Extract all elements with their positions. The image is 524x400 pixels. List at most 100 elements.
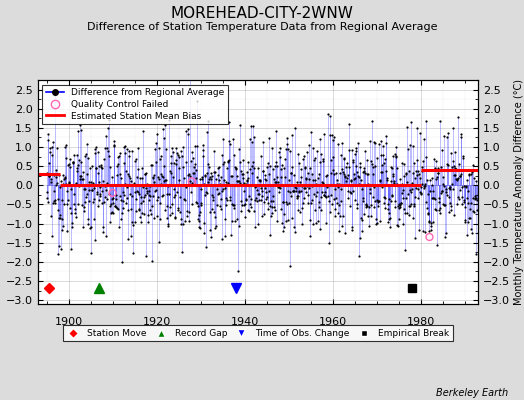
Point: [113, 163, 121, 169]
Point: [403, 179, 411, 186]
Point: [331, 213, 340, 219]
Point: [264, 160, 272, 167]
Point: [453, 193, 462, 200]
Point: [310, 207, 319, 214]
Point: [405, 203, 413, 210]
Point: [150, 171, 158, 178]
Point: [122, 199, 130, 206]
Point: [219, 161, 227, 167]
Point: [233, 178, 241, 184]
Point: [271, 207, 279, 214]
Point: [179, 164, 188, 170]
Point: [164, 220, 172, 227]
Point: [260, 210, 268, 217]
Point: [343, 195, 352, 201]
Point: [45, 173, 53, 179]
Point: [200, 230, 208, 236]
Point: [119, 205, 127, 212]
Point: [463, 232, 472, 238]
Point: [58, 215, 67, 222]
Point: [315, 171, 323, 177]
Point: [335, 228, 343, 234]
Point: [453, 177, 461, 183]
Point: [84, 216, 93, 222]
Point: [56, 215, 64, 222]
Point: [464, 215, 473, 221]
Point: [434, 165, 442, 172]
Point: [58, 226, 66, 233]
Point: [280, 165, 288, 171]
Point: [294, 150, 302, 157]
Point: [405, 212, 413, 218]
Point: [301, 164, 309, 170]
Point: [250, 183, 259, 190]
Point: [196, 200, 205, 206]
Point: [441, 202, 450, 208]
Point: [406, 203, 414, 210]
Point: [327, 170, 335, 176]
Point: [359, 198, 367, 204]
Point: [231, 164, 239, 170]
Point: [311, 176, 320, 183]
Point: [149, 193, 157, 199]
Point: [137, 175, 146, 181]
Point: [358, 169, 367, 175]
Point: [344, 172, 353, 178]
Point: [302, 175, 310, 182]
Point: [296, 179, 304, 185]
Point: [204, 179, 212, 186]
Point: [422, 199, 430, 205]
Point: [100, 198, 108, 205]
Point: [442, 160, 451, 167]
Point: [268, 204, 276, 210]
Point: [266, 203, 275, 210]
Point: [92, 144, 101, 150]
Point: [461, 219, 469, 225]
Point: [139, 198, 148, 204]
Point: [238, 171, 247, 177]
Point: [182, 158, 190, 165]
Point: [145, 188, 154, 194]
Point: [219, 136, 227, 142]
Point: [290, 172, 299, 178]
Point: [336, 170, 344, 176]
Point: [83, 155, 92, 161]
Point: [61, 174, 69, 181]
Point: [447, 207, 455, 214]
Point: [163, 182, 172, 189]
Point: [392, 181, 401, 188]
Point: [333, 177, 342, 183]
Point: [80, 208, 89, 214]
Point: [458, 155, 467, 161]
Point: [252, 183, 260, 190]
Point: [294, 192, 302, 199]
Point: [348, 147, 356, 154]
Point: [365, 204, 373, 210]
Point: [452, 166, 461, 172]
Point: [114, 161, 122, 167]
Point: [381, 133, 390, 139]
Point: [201, 172, 209, 179]
Point: [432, 207, 441, 213]
Point: [82, 194, 90, 200]
Point: [451, 164, 460, 171]
Point: [57, 177, 65, 184]
Point: [267, 198, 276, 204]
Point: [210, 168, 218, 175]
Point: [324, 193, 333, 199]
Point: [394, 221, 402, 228]
Point: [287, 170, 296, 176]
Point: [307, 165, 315, 171]
Point: [442, 189, 451, 195]
Point: [332, 195, 340, 201]
Point: [44, 131, 52, 137]
Point: [266, 232, 274, 238]
Point: [472, 178, 480, 184]
Point: [230, 205, 238, 211]
Point: [423, 209, 432, 216]
Point: [95, 179, 104, 186]
Point: [465, 171, 474, 178]
Point: [355, 181, 363, 187]
Point: [112, 192, 120, 198]
Point: [174, 152, 182, 158]
